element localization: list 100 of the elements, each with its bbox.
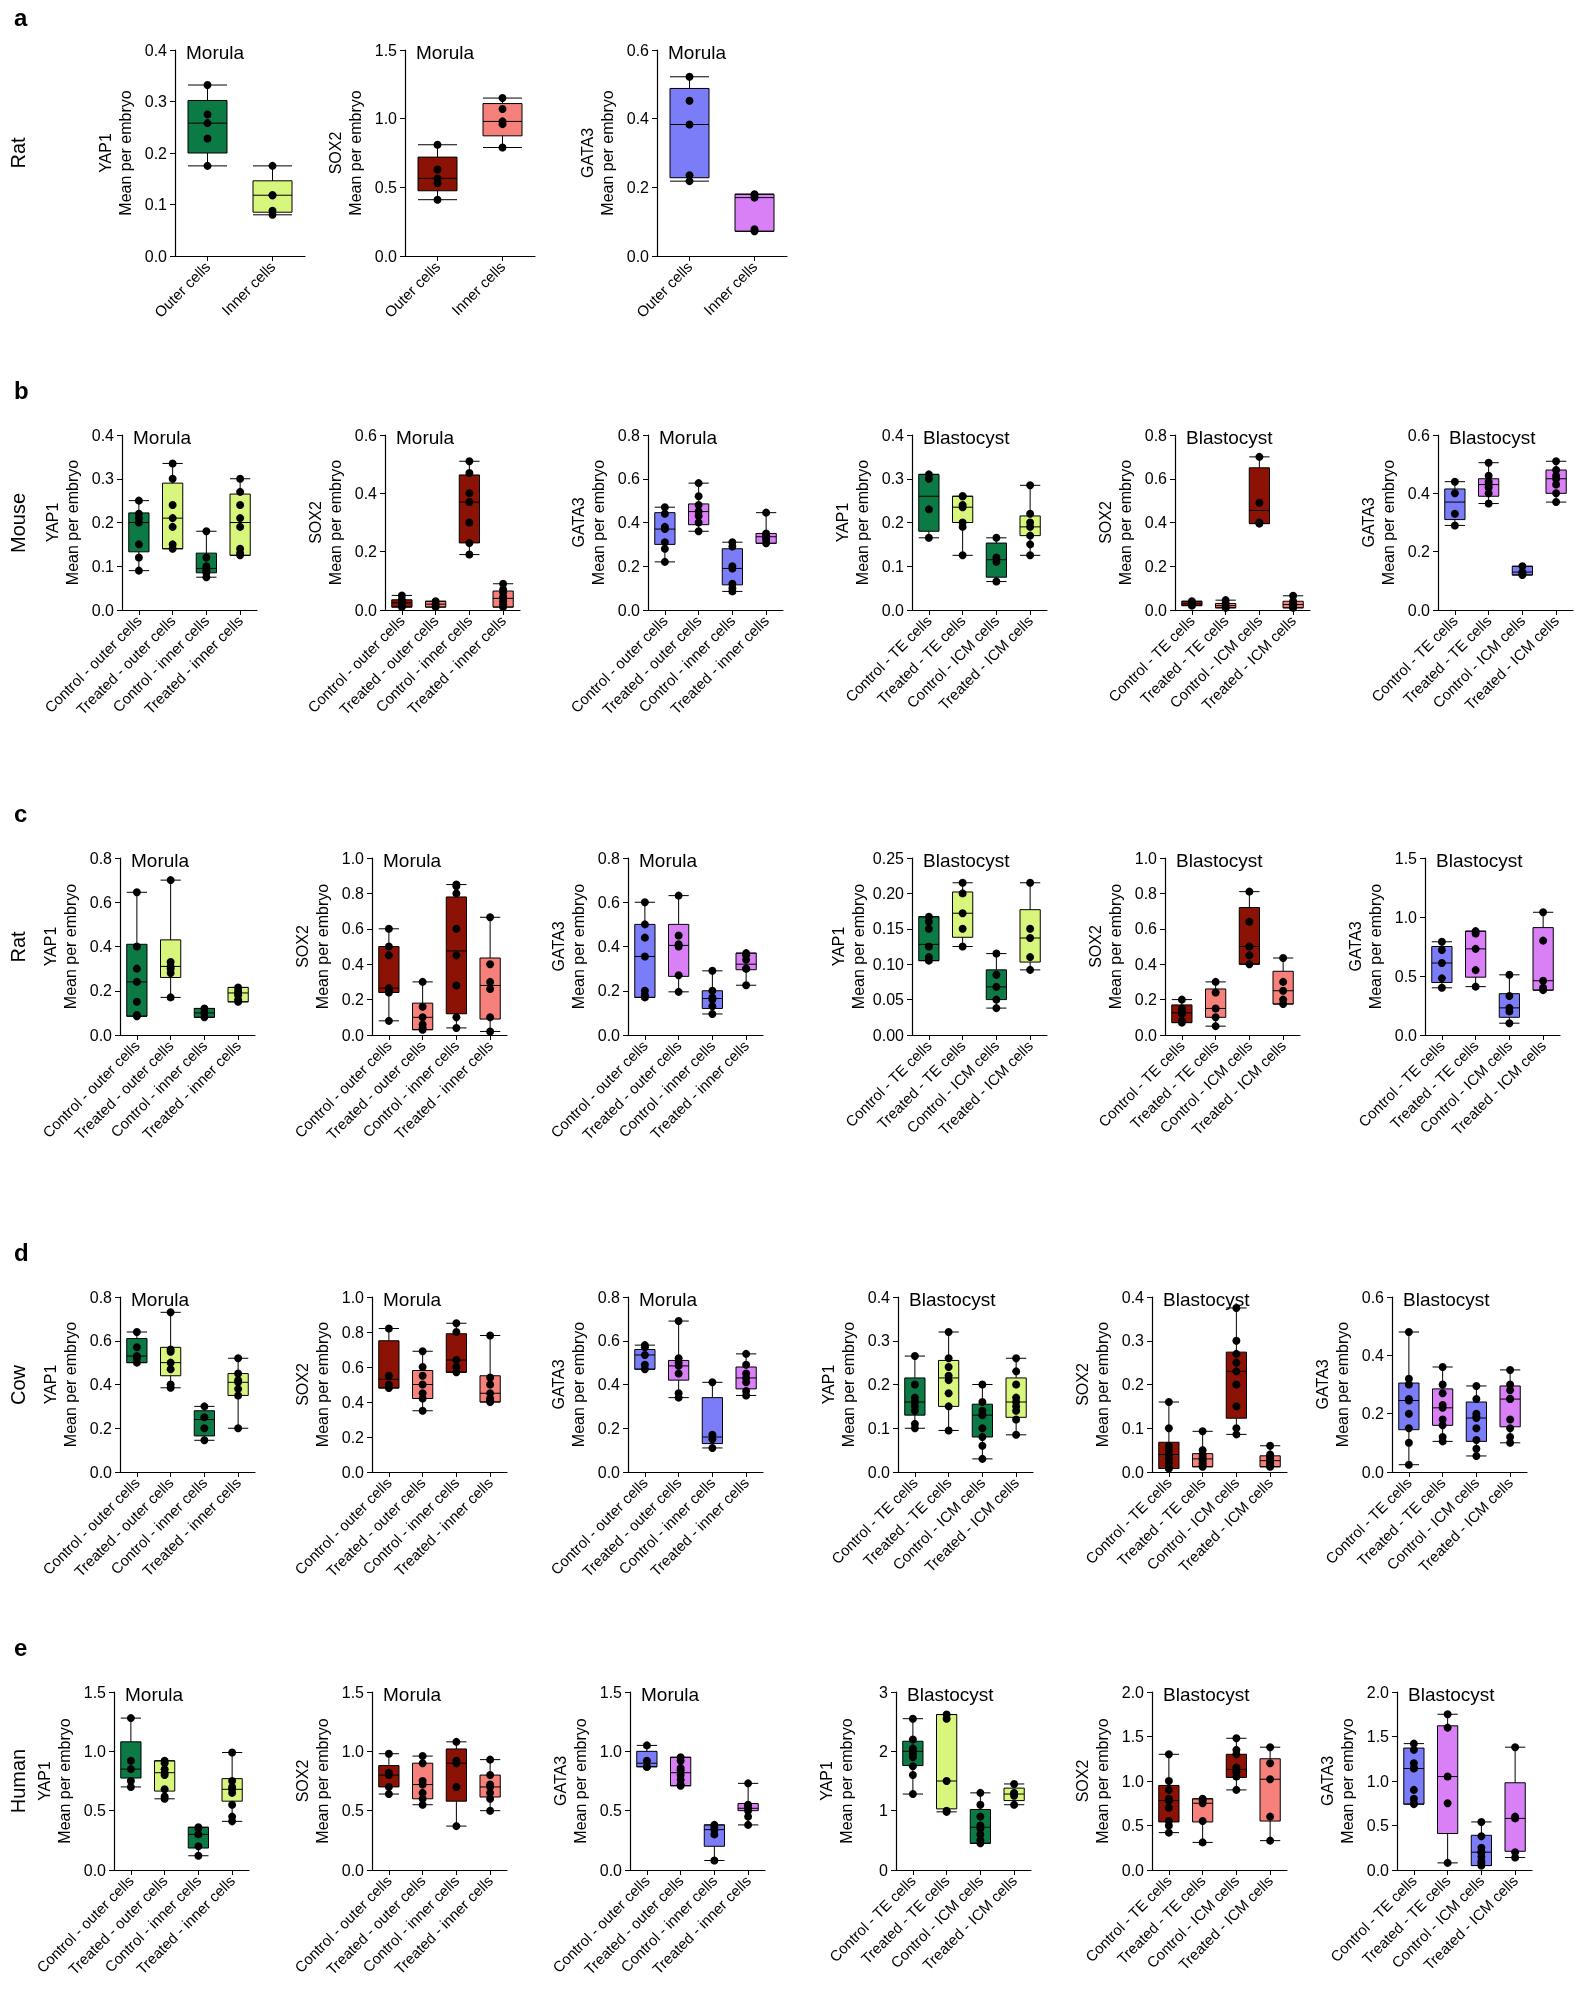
- text: d: [14, 1239, 29, 1267]
- y-tick-label: 0.4: [867, 1288, 891, 1306]
- y-tick-label: 0.6: [89, 1332, 113, 1350]
- y-tick-label: 0.0: [341, 1861, 365, 1879]
- chart-title: Morula: [396, 427, 455, 448]
- chart-title: Blastocyst: [1176, 850, 1264, 871]
- y-tick-label: 0.0: [626, 247, 650, 265]
- y-tick-label: 0.6: [597, 893, 621, 911]
- y-tick-label: 0.6: [1144, 470, 1168, 488]
- y-tick-label: 0.2: [1121, 1376, 1145, 1393]
- chart-title: Morula: [133, 427, 192, 448]
- y-tick-label: 0.5: [599, 1802, 623, 1820]
- y-tick-label: 1.5: [1394, 849, 1418, 867]
- y-tick-label: 0.0: [867, 1463, 891, 1481]
- chart-title: Blastocyst: [909, 1289, 997, 1310]
- text: a: [14, 4, 28, 32]
- y-tick-label: 1.5: [1121, 1728, 1145, 1745]
- y-axis-title: SOX2 Mean per embryo: [1073, 1718, 1111, 1844]
- y-tick-label: 1.0: [599, 1742, 623, 1760]
- y-tick-label: 0.2: [1407, 543, 1431, 561]
- y-tick-label: 0.5: [374, 178, 398, 196]
- y-axis-title: SOX2 Mean per embryo: [1073, 1321, 1111, 1448]
- y-axis-title: GATA3 Mean per embryo: [1359, 459, 1397, 586]
- y-tick-label: 0.2: [91, 514, 115, 531]
- y-tick-label: 0.8: [1134, 884, 1158, 902]
- y-axis-title: YAP1 Mean per embryo: [35, 1718, 73, 1844]
- y-tick-label: 0.4: [341, 955, 365, 973]
- y-tick-label: 0.0: [83, 1861, 107, 1879]
- y-tick-label: 0.4: [617, 514, 641, 531]
- chart-title: Morula: [383, 850, 442, 871]
- chart-title: Blastocyst: [1436, 850, 1524, 871]
- chart-title: Morula: [125, 1684, 184, 1705]
- y-tick-label: 1.0: [374, 110, 398, 128]
- y-tick-label: 0.0: [1121, 1463, 1145, 1481]
- y-tick-label: 1.0: [1134, 849, 1158, 867]
- y-tick-label: 0: [879, 1861, 889, 1879]
- y-tick-label: 0.00: [872, 1026, 905, 1044]
- y-tick-label: 0.0: [1366, 1861, 1390, 1879]
- y-axis-title: SOX2 Mean per embryo: [326, 90, 364, 216]
- text: Human: [6, 1748, 30, 1814]
- chart-title: Morula: [416, 42, 475, 63]
- y-tick-label: 0.0: [144, 247, 168, 265]
- y-tick-label: 0.1: [867, 1419, 891, 1437]
- y-tick-label: 0.2: [626, 178, 650, 196]
- chart-title: Morula: [639, 850, 698, 871]
- y-axis-title: SOX2 Mean per embryo: [306, 459, 344, 586]
- y-tick-label: 0.2: [89, 982, 113, 1000]
- y-tick-label: 0.2: [144, 144, 168, 162]
- y-axis-title: SOX2 Mean per embryo: [293, 1321, 331, 1448]
- chart-title: Morula: [639, 1289, 698, 1310]
- y-tick-label: 1.0: [1121, 1772, 1145, 1790]
- chart-title: Blastocyst: [1163, 1289, 1251, 1310]
- y-tick-label: 0.8: [89, 1288, 113, 1306]
- y-tick-label: 0.8: [1144, 426, 1168, 444]
- y-tick-label: 0.4: [1134, 955, 1158, 973]
- y-tick-label: 0.4: [89, 938, 113, 955]
- y-tick-label: 2.0: [1366, 1683, 1390, 1701]
- y-tick-label: 0.2: [881, 514, 905, 531]
- y-tick-label: 0.15: [872, 920, 905, 938]
- y-tick-label: 0.6: [597, 1332, 621, 1350]
- y-tick-label: 0.1: [1121, 1419, 1145, 1437]
- y-tick-label: 0.0: [89, 1026, 113, 1044]
- y-axis-title: YAP1 Mean per embryo: [817, 1718, 855, 1844]
- chart-title: Morula: [186, 42, 245, 63]
- y-axis-title: GATA3 Mean per embryo: [1318, 1718, 1356, 1844]
- y-tick-label: 0.2: [341, 991, 365, 1009]
- chart-title: Morula: [659, 427, 718, 448]
- y-tick-label: 1.0: [1394, 908, 1418, 926]
- y-tick-label: 0.0: [599, 1861, 623, 1879]
- text: Mouse: [6, 492, 30, 553]
- y-axis-title: YAP1 Mean per embryo: [830, 883, 868, 1010]
- y-tick-label: 1.0: [1366, 1772, 1390, 1790]
- text: b: [14, 377, 29, 405]
- y-tick-label: 0.6: [354, 426, 378, 444]
- y-tick-label: 0.0: [881, 601, 905, 619]
- y-tick-label: 0.4: [89, 1376, 113, 1393]
- y-tick-label: 0.4: [91, 426, 115, 444]
- chart-title: Blastocyst: [1449, 427, 1537, 448]
- y-tick-label: 0.2: [1361, 1405, 1385, 1423]
- y-tick-label: 0.0: [597, 1026, 621, 1044]
- chart-title: Blastocyst: [1408, 1684, 1496, 1705]
- y-tick-label: 0.4: [626, 110, 650, 128]
- y-axis-title: GATA3 Mean per embryo: [549, 1321, 587, 1448]
- y-tick-label: 0.4: [354, 484, 378, 502]
- y-tick-label: 0.1: [881, 557, 905, 575]
- y-axis-title: YAP1 Mean per embryo: [43, 459, 81, 586]
- y-tick-label: 0.10: [872, 955, 905, 973]
- y-tick-label: 0.0: [354, 601, 378, 619]
- y-tick-label: 0.0: [374, 247, 398, 265]
- y-tick-label: 0.5: [341, 1802, 365, 1820]
- y-tick-label: 0.05: [872, 991, 905, 1009]
- y-tick-label: 0.5: [1121, 1817, 1145, 1834]
- y-axis-title: GATA3 Mean per embryo: [551, 1718, 589, 1844]
- y-tick-label: 0.4: [1407, 484, 1431, 502]
- y-tick-label: 0.0: [1361, 1463, 1385, 1481]
- y-tick-label: 0.2: [1144, 557, 1168, 575]
- y-axis-title: YAP1 Mean per embryo: [833, 459, 871, 586]
- y-tick-label: 0.0: [89, 1463, 113, 1481]
- y-tick-label: 1.5: [83, 1683, 107, 1701]
- y-tick-label: 0.20: [872, 884, 905, 902]
